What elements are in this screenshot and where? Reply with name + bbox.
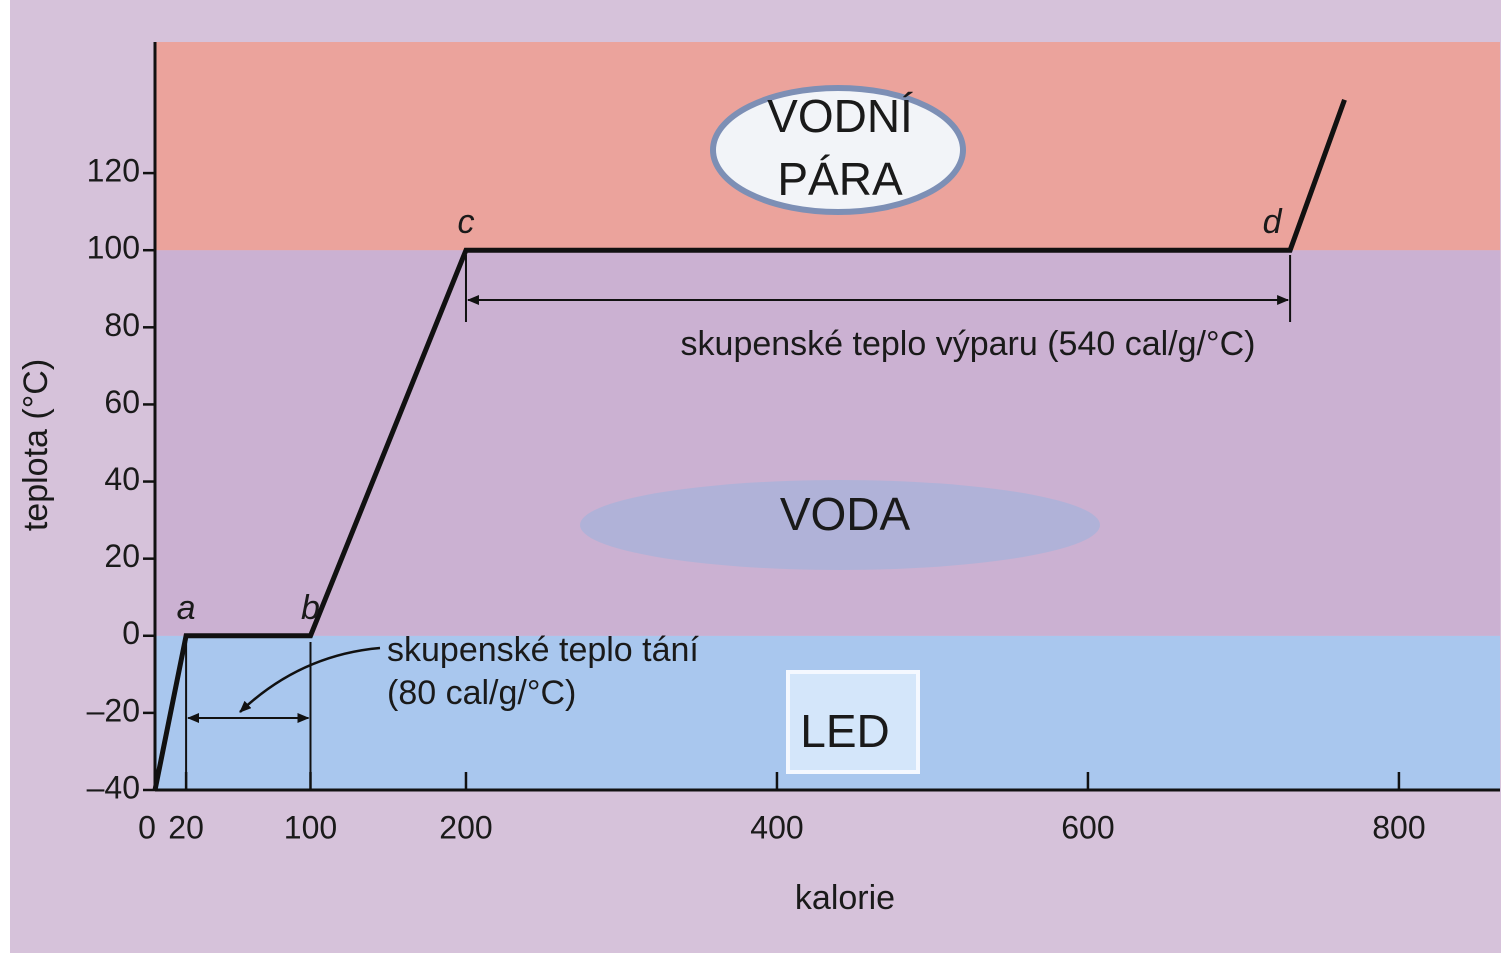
ice-cube bbox=[786, 670, 920, 774]
regions: LED VODA VODNÍ PÁRA bbox=[155, 42, 1500, 790]
phase-region bbox=[155, 250, 1500, 636]
point-label: c bbox=[457, 203, 474, 241]
region-label: VODNÍ bbox=[767, 90, 913, 142]
region-label: LED bbox=[800, 705, 889, 757]
annotation-arrow bbox=[239, 646, 381, 713]
point-label: d bbox=[1263, 203, 1283, 241]
x-tick-label: 600 bbox=[1061, 809, 1114, 845]
y-tick-label: 0 bbox=[122, 615, 140, 651]
water-splash bbox=[580, 480, 1100, 570]
x-tick-label: 100 bbox=[284, 809, 337, 845]
vaporization-annotation: skupenské teplo výparu (540 cal/g/°C) bbox=[681, 325, 1256, 363]
y-tick-label: –20 bbox=[87, 692, 140, 728]
plot: –40 –20 0 20 40 60 80 100 120 0 20 100 200 400 600 800 a… bbox=[87, 42, 1500, 845]
y-tick-label: 40 bbox=[104, 461, 140, 497]
y-tick-label: 20 bbox=[104, 538, 140, 574]
x-axis-label: kalorie bbox=[795, 879, 895, 917]
y-axis-label: teplota (°C) bbox=[17, 359, 55, 531]
region-label: VODA bbox=[780, 488, 911, 540]
y-tick-label: 120 bbox=[87, 153, 140, 189]
point-label: a bbox=[177, 589, 196, 627]
y-tick-label: 80 bbox=[104, 307, 140, 343]
y-tick-label: 100 bbox=[87, 230, 140, 266]
x-tick-label: 0 bbox=[138, 809, 156, 845]
cloud bbox=[710, 85, 966, 215]
heating-curve bbox=[152, 98, 1347, 791]
y-tick-label: 60 bbox=[104, 384, 140, 420]
x-tick-label: 20 bbox=[168, 809, 204, 845]
x-tick-label: 400 bbox=[750, 809, 803, 845]
region-label: PÁRA bbox=[777, 153, 903, 205]
x-tick-label: 200 bbox=[439, 809, 492, 845]
fusion-annotation: skupenské teplo tání bbox=[387, 631, 699, 669]
y-tick-label: –40 bbox=[87, 769, 140, 805]
x-tick-label: 800 bbox=[1372, 809, 1425, 845]
point-label: b bbox=[301, 589, 320, 627]
fusion-annotation: (80 cal/g/°C) bbox=[387, 674, 576, 712]
